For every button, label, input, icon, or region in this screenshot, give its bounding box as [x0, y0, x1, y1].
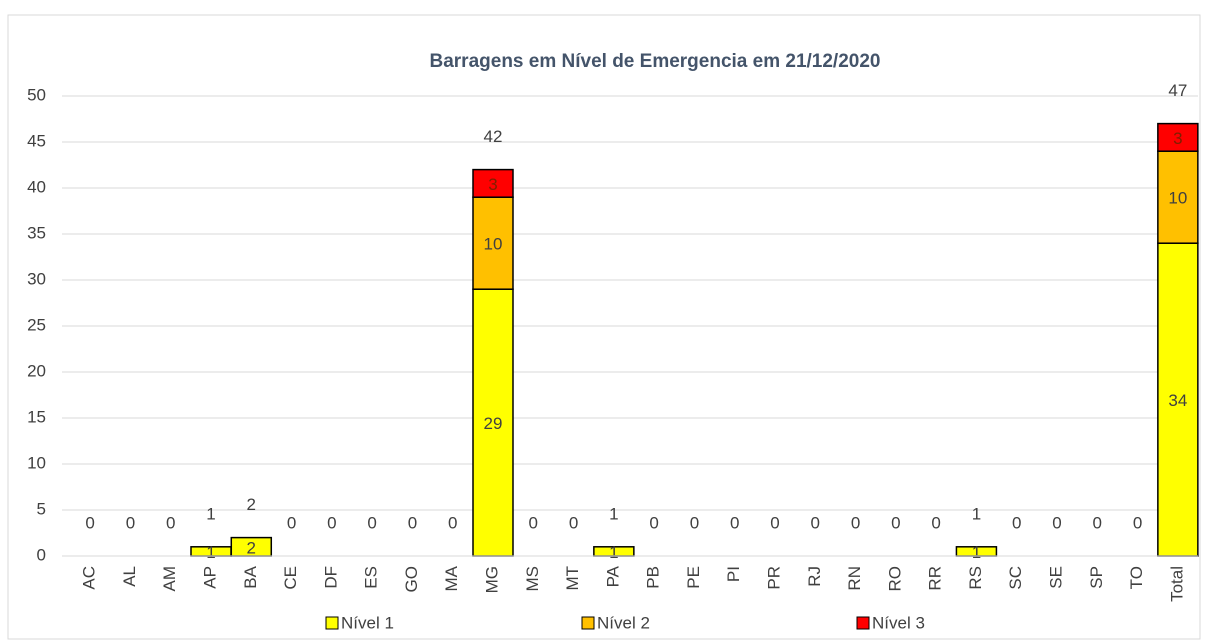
x-tick-label: AC [80, 566, 99, 590]
total-label: 0 [529, 513, 538, 532]
y-tick-label: 20 [27, 361, 46, 380]
bar-segment [472, 168, 514, 198]
total-label: 0 [1052, 513, 1061, 532]
total-label: 42 [484, 127, 503, 146]
total-label: 0 [166, 513, 175, 532]
segment-label: 3 [488, 175, 497, 194]
chart-frame [7, 14, 1201, 640]
x-tick-label: TO [1127, 566, 1146, 589]
y-tick-label: 10 [27, 453, 46, 472]
x-tick-label: MT [563, 566, 582, 591]
total-label: 0 [931, 513, 940, 532]
total-label: 0 [649, 513, 658, 532]
x-tick-label: PI [724, 566, 743, 582]
total-label: 0 [408, 513, 417, 532]
x-tick-label: GO [402, 566, 421, 592]
y-tick-label: 50 [27, 85, 46, 104]
bar-segment [1157, 150, 1199, 244]
y-tick-label: 40 [27, 177, 46, 196]
y-tick-label: 5 [37, 499, 46, 518]
total-label: 0 [327, 513, 336, 532]
segment-label: 2 [247, 538, 256, 557]
x-tick-label: PB [644, 566, 663, 589]
y-tick-label: 15 [27, 407, 46, 426]
total-label: 0 [1012, 513, 1021, 532]
legend-swatch [581, 616, 595, 630]
segment-label: 3 [1173, 129, 1182, 148]
legend-swatch [325, 616, 339, 630]
x-tick-label: SP [1087, 566, 1106, 589]
segment-label: 1 [609, 543, 618, 562]
x-tick-label: AM [160, 566, 179, 592]
legend-label: Nível 1 [341, 613, 394, 632]
total-label: 0 [811, 513, 820, 532]
x-tick-label: CE [281, 566, 300, 590]
x-tick-label: RO [885, 566, 904, 592]
y-tick-label: 30 [27, 269, 46, 288]
total-label: 0 [287, 513, 296, 532]
total-label: 0 [569, 513, 578, 532]
x-tick-label: AL [120, 566, 139, 587]
y-tick-label: 0 [37, 545, 46, 564]
x-tick-label: RR [926, 566, 945, 591]
total-label: 0 [85, 513, 94, 532]
x-tick-label: DF [321, 566, 340, 589]
legend-label: Nível 2 [597, 613, 650, 632]
x-tick-label: RJ [805, 566, 824, 587]
segment-label: 10 [484, 235, 503, 254]
x-tick-label: PE [684, 566, 703, 589]
total-label: 0 [690, 513, 699, 532]
total-label: 47 [1168, 81, 1187, 100]
total-label: 1 [609, 504, 618, 523]
total-label: 0 [126, 513, 135, 532]
bar-segment [472, 196, 514, 290]
y-tick-label: 45 [27, 131, 46, 150]
x-tick-label: Total [1167, 566, 1186, 602]
y-tick-label: 25 [27, 315, 46, 334]
total-label: 1 [206, 504, 215, 523]
total-label: 0 [730, 513, 739, 532]
bar-segment [472, 288, 514, 557]
x-tick-label: BA [241, 565, 260, 588]
x-tick-label: MA [442, 565, 461, 591]
bar-segment [1157, 122, 1199, 152]
total-label: 0 [770, 513, 779, 532]
legend-swatch [856, 616, 870, 630]
segment-label: 1 [972, 543, 981, 562]
chart-title: Barragens em Nível de Emergencia em 21/1… [430, 51, 881, 72]
x-tick-label: SE [1046, 566, 1065, 589]
segment-label: 29 [484, 414, 503, 433]
x-tick-label: MS [523, 566, 542, 592]
bar-segment [1157, 242, 1199, 557]
total-label: 0 [367, 513, 376, 532]
x-tick-label: PR [764, 566, 783, 590]
x-tick-label: PA [603, 565, 622, 587]
total-label: 0 [1093, 513, 1102, 532]
legend-label: Nível 3 [872, 613, 925, 632]
total-label: 0 [1133, 513, 1142, 532]
y-tick-label: 35 [27, 223, 46, 242]
total-label: 2 [247, 495, 256, 514]
total-label: 0 [851, 513, 860, 532]
x-tick-label: SC [1006, 566, 1025, 590]
total-label: 0 [891, 513, 900, 532]
total-label: 0 [448, 513, 457, 532]
x-tick-label: AP [200, 566, 219, 589]
x-tick-label: MG [482, 566, 501, 593]
segment-label: 34 [1168, 391, 1187, 410]
x-tick-label: RN [845, 566, 864, 591]
x-tick-label: RS [966, 566, 985, 590]
total-label: 1 [972, 504, 981, 523]
segment-label: 1 [206, 543, 215, 562]
x-tick-label: ES [362, 566, 381, 589]
segment-label: 10 [1168, 189, 1187, 208]
